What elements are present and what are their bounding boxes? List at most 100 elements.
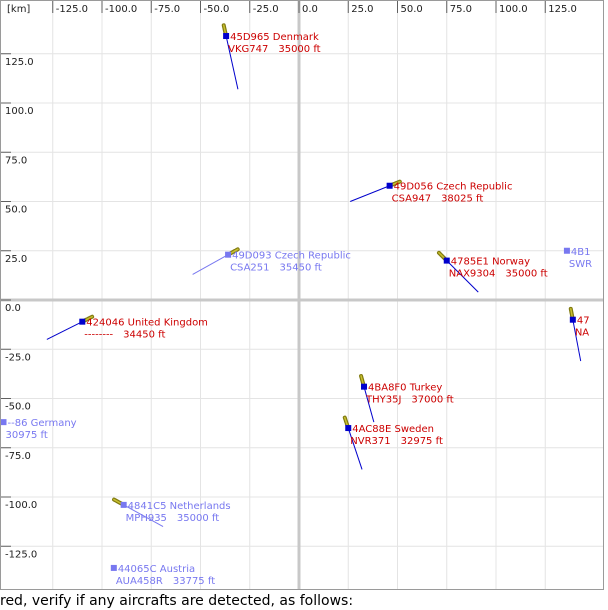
aircraft-callsign: -------- bbox=[84, 330, 113, 341]
aircraft-id: 4785E1 bbox=[451, 257, 489, 268]
aircraft-id-label: 4B1 bbox=[571, 247, 591, 258]
radar-window[interactable]: -125.0 -100.0 -75.0 -50.0 -25.0 0.0 25.0 50.0 75… bbox=[0, 0, 604, 590]
aircraft-id-label: --86 Germany bbox=[8, 418, 77, 429]
aircraft-id-label: 44065C Austria bbox=[118, 564, 195, 575]
aircraft-marker[interactable] bbox=[563, 247, 570, 254]
y-tick-label: -75.0 bbox=[5, 451, 31, 462]
y-tick-label: 25.0 bbox=[5, 254, 27, 265]
y-tick-label: -100.0 bbox=[5, 500, 37, 511]
aircraft-callsign: AUA458R bbox=[116, 576, 163, 587]
heading-vector bbox=[347, 427, 363, 470]
aircraft-marker[interactable] bbox=[225, 251, 232, 258]
aircraft-marker[interactable] bbox=[386, 182, 393, 189]
aircraft-callsign: THY35J bbox=[365, 395, 401, 406]
y-tick-label: 125.0 bbox=[5, 57, 34, 68]
aircraft-altitude: 34450 ft bbox=[123, 330, 165, 341]
aircraft-callsign: NVR371 bbox=[350, 436, 390, 447]
aircraft-marker[interactable] bbox=[110, 564, 117, 571]
aircraft-country: Norway bbox=[489, 257, 530, 268]
aircraft-marker[interactable] bbox=[1, 419, 7, 426]
aircraft-id: 44065C bbox=[118, 564, 157, 575]
heading-vector bbox=[572, 319, 582, 362]
aircraft-id-label: 49D056 Czech Republic bbox=[394, 182, 513, 193]
aircraft-detail-label: -------- 34450 ft bbox=[84, 330, 165, 341]
aircraft-detail-label: NAX9304 35000 ft bbox=[449, 269, 548, 280]
aircraft-country: Turkey bbox=[407, 383, 443, 394]
aircraft-country: Czech Republic bbox=[433, 182, 512, 193]
aircraft-id-label: 4BA8F0 Turkey bbox=[368, 383, 442, 394]
y-tick-label: -25.0 bbox=[5, 352, 31, 363]
aircraft-id-label: 49D093 Czech Republic bbox=[232, 251, 351, 262]
heading-vector bbox=[123, 504, 164, 527]
aircraft-id-label: 4841C5 Netherlands bbox=[128, 501, 231, 512]
aircraft-callsign: NAX9304 bbox=[449, 269, 496, 280]
aircraft-id: 4BA8F0 bbox=[368, 383, 407, 394]
heading-vector bbox=[363, 386, 375, 423]
heading-vector bbox=[46, 321, 83, 340]
horizontal-scrollbar[interactable] bbox=[1, 589, 604, 590]
aircraft-id: 4AC88E bbox=[352, 424, 391, 435]
aircraft-id: 49D093 bbox=[232, 251, 272, 262]
aircraft-detail-label: MPH935 35000 ft bbox=[126, 513, 220, 524]
aircraft-marker[interactable] bbox=[569, 316, 576, 323]
heading-vector bbox=[350, 185, 390, 202]
y-tick-label: 100.0 bbox=[5, 106, 34, 117]
aircraft-country: United Kingdom bbox=[124, 318, 207, 329]
aircraft-altitude: 35450 ft bbox=[280, 263, 322, 274]
aircraft-id: 4B1 bbox=[571, 247, 591, 258]
aircraft-altitude: 32975 ft bbox=[401, 436, 443, 447]
aircraft-altitude: 35000 ft bbox=[505, 269, 547, 280]
aircraft-callsign: VKG747 bbox=[228, 44, 268, 55]
x-tick-label: -100.0 bbox=[105, 4, 137, 15]
aircraft-marker[interactable] bbox=[345, 425, 352, 432]
aircraft-detail-label: NVR371 32975 ft bbox=[350, 436, 443, 447]
aircraft-marker[interactable] bbox=[223, 33, 230, 40]
heading-vector bbox=[225, 35, 239, 90]
x-tick-label: 50.0 bbox=[401, 4, 423, 15]
aircraft-id-label: 4AC88E Sweden bbox=[352, 424, 434, 435]
x-tick-label: 125.0 bbox=[548, 4, 577, 15]
y-tick-label: 75.0 bbox=[5, 155, 27, 166]
aircraft-detail-label: VKG747 35000 ft bbox=[228, 44, 321, 55]
aircraft-id-label: 4785E1 Norway bbox=[451, 257, 530, 268]
aircraft-target[interactable]: 424046 United Kingdom-------- 34450 ft bbox=[46, 314, 208, 341]
axis-layer bbox=[1, 1, 603, 589]
x-tick-label: -50.0 bbox=[204, 4, 230, 15]
aircraft-marker[interactable] bbox=[443, 257, 450, 264]
radar-plot[interactable]: -125.0 -100.0 -75.0 -50.0 -25.0 0.0 25.0 50.0 75… bbox=[1, 1, 604, 590]
aircraft-id: 47 bbox=[577, 316, 590, 327]
aircraft-id-label: 424046 United Kingdom bbox=[86, 318, 208, 329]
aircraft-altitude: 38025 ft bbox=[441, 194, 483, 205]
aircraft-country: Austria bbox=[157, 564, 196, 575]
x-tick-label: 25.0 bbox=[351, 4, 373, 15]
y-tick-label: 0.0 bbox=[5, 303, 21, 314]
x-tick-label: 75.0 bbox=[450, 4, 472, 15]
caption-text: red, verify if any aircrafts are detecte… bbox=[0, 593, 354, 609]
aircraft-detail-label: SWR bbox=[569, 259, 592, 270]
aircraft-marker[interactable] bbox=[120, 501, 127, 508]
aircraft-callsign: CSA947 bbox=[392, 194, 431, 205]
aircraft-id: 4841C5 bbox=[128, 501, 167, 512]
aircraft-marker[interactable] bbox=[361, 383, 368, 390]
aircraft-country: Denmark bbox=[270, 32, 319, 43]
aircraft-callsign: MPH935 bbox=[126, 513, 167, 524]
grid-layer bbox=[1, 1, 603, 589]
unit-label: [km] bbox=[7, 4, 30, 15]
aircraft-id: --86 bbox=[8, 418, 28, 429]
aircraft-altitude: 35000 ft bbox=[278, 44, 320, 55]
x-tick-label: -75.0 bbox=[154, 4, 180, 15]
x-tick-label: -125.0 bbox=[56, 4, 88, 15]
aircraft-marker[interactable] bbox=[79, 318, 86, 325]
